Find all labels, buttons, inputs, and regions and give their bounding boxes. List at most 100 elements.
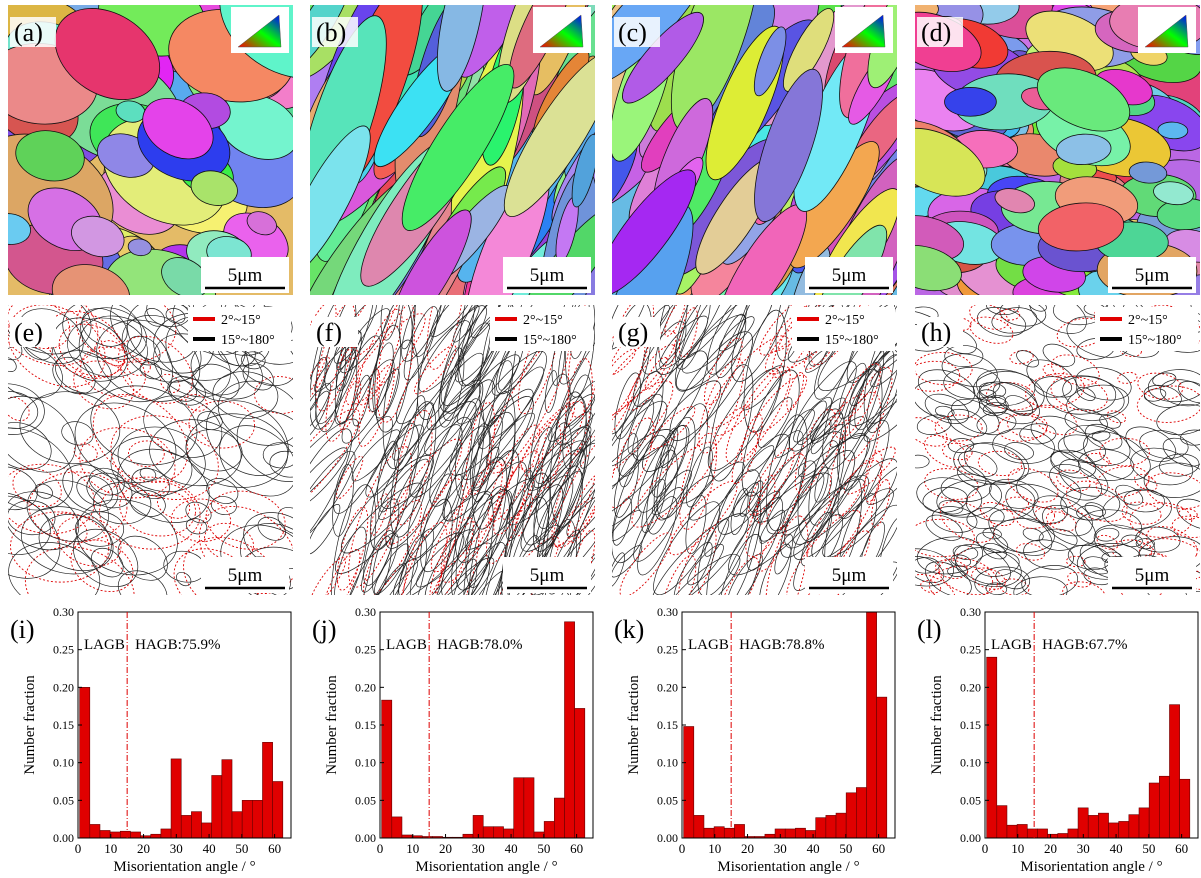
bar (764, 833, 776, 839)
x-tick-label: 50 (235, 841, 248, 856)
grain-boundary (403, 306, 438, 381)
grain-boundary (810, 419, 832, 455)
y-tick-label: 0.05 (960, 793, 981, 807)
grain-boundary (627, 399, 655, 455)
grain-boundary (477, 360, 513, 450)
grain-boundary (915, 454, 930, 469)
grain-boundary (612, 552, 625, 588)
bar (554, 797, 565, 839)
grain-boundary (8, 391, 39, 429)
grain-boundary (650, 406, 696, 450)
grain-boundary (992, 518, 1055, 553)
grain-boundary (432, 521, 480, 595)
x-tick-label: 50 (1142, 841, 1155, 856)
chart-label: (l) (917, 615, 942, 644)
bar (1179, 778, 1191, 839)
grain-boundary (461, 388, 534, 480)
bar (876, 696, 888, 839)
legend-label: 15°~180° (523, 333, 577, 348)
bar (1057, 833, 1069, 839)
grain-boundary (675, 305, 748, 360)
grain-boundary (1115, 484, 1144, 506)
label-box (10, 17, 56, 47)
grain-boundary (982, 527, 1002, 540)
y-tick-label: 0.25 (53, 643, 74, 657)
grain-boundary (646, 449, 678, 535)
bar (231, 811, 243, 839)
grain-boundary (219, 425, 293, 497)
grain-boundary (748, 447, 795, 516)
grain-boundary (715, 313, 747, 379)
bar (160, 828, 172, 839)
grain-boundary (553, 423, 595, 549)
grain-boundary (818, 530, 871, 595)
grain-boundary (374, 543, 409, 595)
grain-boundary (8, 396, 30, 422)
annotation: LAGB (386, 637, 427, 653)
x-tick-label: 20 (439, 841, 452, 856)
grain-boundary (92, 482, 152, 525)
grain-boundary (866, 461, 897, 505)
annotation: HAGB:78.8% (739, 637, 824, 653)
scale-label: 5μm (228, 265, 263, 286)
bar (170, 758, 182, 839)
legend-box (1095, 307, 1198, 351)
grain-boundary (473, 446, 500, 491)
grain-boundary (848, 330, 897, 427)
y-tick-label: 0.05 (657, 793, 678, 807)
grain-boundary (982, 542, 1007, 560)
grain-boundary (465, 493, 494, 588)
grain-boundary (1125, 426, 1177, 462)
grain-boundary (612, 434, 669, 564)
grain-boundary (864, 450, 883, 503)
grain-boundary (999, 308, 1021, 321)
bar (221, 759, 233, 839)
grain-boundary (26, 479, 109, 542)
grain-boundary (345, 313, 426, 406)
grain (915, 244, 962, 292)
label-box (614, 17, 660, 47)
grain-boundary (759, 509, 785, 544)
y-tick-label: 0.10 (53, 756, 74, 770)
bar (1037, 828, 1048, 839)
bar (734, 824, 745, 839)
grain-boundary (61, 421, 94, 446)
grain-boundary (642, 380, 721, 472)
grain-boundary (944, 345, 984, 368)
grain-boundary (656, 403, 709, 519)
grain-boundary (91, 547, 124, 578)
bar (564, 621, 575, 839)
label-box (917, 317, 963, 347)
grain-boundary (915, 518, 975, 558)
grain-boundary (1135, 538, 1155, 550)
grain-boundary (8, 463, 96, 535)
grain-boundary (505, 469, 534, 541)
grain-boundary (1123, 488, 1165, 513)
grain-boundary (555, 314, 595, 446)
grain-boundary (924, 468, 979, 500)
grain-boundary (453, 542, 506, 595)
bar (795, 827, 806, 839)
grain-boundary (612, 444, 675, 530)
bar (845, 792, 857, 839)
grain-boundary (501, 472, 551, 595)
grain-boundary (1021, 565, 1079, 595)
grain-boundary (612, 305, 651, 350)
grain-boundary (310, 390, 330, 441)
grain-boundary (385, 438, 463, 545)
grain-boundary (8, 383, 45, 435)
grain-boundary (456, 354, 520, 425)
grain-boundary (1156, 403, 1200, 436)
bar (1159, 775, 1170, 839)
grain-boundary (368, 342, 394, 412)
x-tick-label: 40 (203, 841, 216, 856)
annotation: HAGB:75.9% (135, 637, 220, 653)
grain-boundary (674, 305, 752, 392)
grain-boundary (1046, 511, 1077, 532)
grain-boundary (952, 545, 979, 560)
grain-boundary (759, 305, 822, 356)
bar (482, 826, 494, 839)
grain-boundary (128, 440, 165, 467)
grain (612, 169, 697, 295)
grain-boundary (1075, 509, 1142, 547)
